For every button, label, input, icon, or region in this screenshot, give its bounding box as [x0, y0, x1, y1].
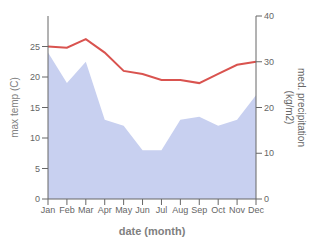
svg-text:Nov: Nov — [229, 205, 246, 215]
svg-text:10: 10 — [264, 148, 274, 158]
svg-text:Jul: Jul — [156, 205, 168, 215]
svg-text:5: 5 — [35, 164, 40, 174]
svg-text:20: 20 — [30, 72, 40, 82]
svg-text:30: 30 — [264, 57, 274, 67]
svg-text:0: 0 — [264, 194, 269, 204]
svg-text:max temp (C): max temp (C) — [9, 77, 20, 138]
svg-text:May: May — [115, 205, 133, 215]
svg-text:Sep: Sep — [191, 205, 207, 215]
svg-text:Jun: Jun — [135, 205, 150, 215]
svg-text:25: 25 — [30, 42, 40, 52]
svg-text:med. precipitation(kg/m2): med. precipitation(kg/m2) — [284, 68, 307, 147]
svg-text:date (month): date (month) — [119, 225, 186, 237]
svg-text:0: 0 — [35, 194, 40, 204]
svg-text:15: 15 — [30, 103, 40, 113]
svg-text:Mar: Mar — [78, 205, 94, 215]
svg-text:Apr: Apr — [98, 205, 112, 215]
svg-text:Feb: Feb — [59, 205, 75, 215]
svg-text:Oct: Oct — [211, 205, 226, 215]
svg-text:Dec: Dec — [248, 205, 265, 215]
svg-text:Jan: Jan — [41, 205, 56, 215]
svg-text:Aug: Aug — [172, 205, 188, 215]
svg-text:40: 40 — [264, 11, 274, 21]
svg-text:10: 10 — [30, 133, 40, 143]
svg-text:20: 20 — [264, 103, 274, 113]
